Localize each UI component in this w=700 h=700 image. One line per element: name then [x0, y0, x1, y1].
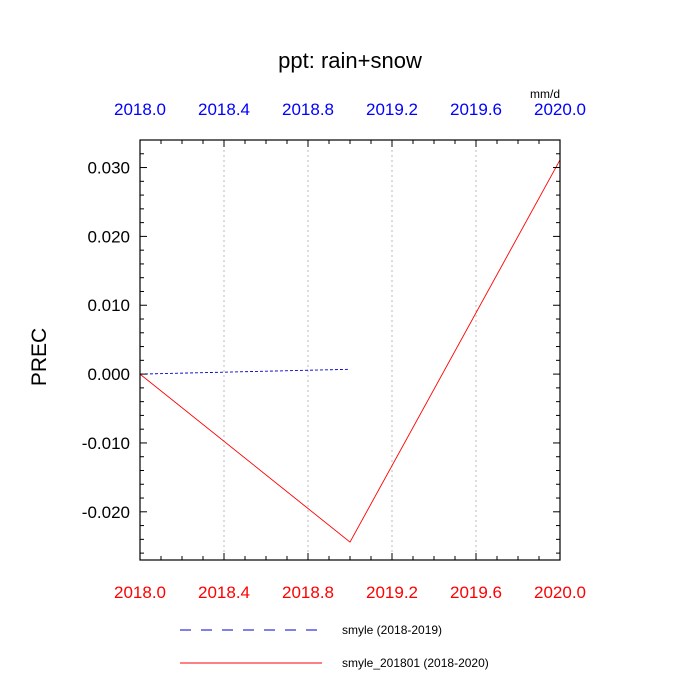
x-tick-label-top: 2019.6 [450, 100, 502, 119]
x-tick-label-top: 2018.8 [282, 100, 334, 119]
x-tick-label-top: 2019.2 [366, 100, 418, 119]
grid-layer [223, 140, 477, 560]
y-tick-label: 0.010 [87, 296, 130, 315]
series-line-2 [139, 159, 561, 543]
x-tick-label-bottom: 2020.0 [534, 583, 586, 602]
tick-layer [139, 139, 561, 560]
x-tick-label-bottom: 2018.0 [114, 583, 166, 602]
x-tick-label-top: 2018.0 [114, 100, 166, 119]
y-axis-label: PREC [28, 328, 51, 386]
series-layer [139, 159, 561, 543]
legend-label-2: smyle_201801 (2018-2020) [342, 656, 489, 670]
series-line-1 [139, 368, 351, 375]
x-tick-label-top: 2018.4 [198, 100, 250, 119]
x-tick-label-top: 2020.0 [534, 100, 586, 119]
y-tick-label: -0.010 [82, 434, 130, 453]
x-tick-label-bottom: 2018.4 [198, 583, 250, 602]
units-label: mm/d [530, 87, 560, 101]
x-tick-label-bottom: 2018.8 [282, 583, 334, 602]
label-layer: 2018.0 2018.0 2018.4 2018.4 2018.8 2018.8 2019… [82, 100, 586, 602]
y-tick-label: 0.030 [87, 159, 130, 178]
x-tick-label-bottom: 2019.2 [366, 583, 418, 602]
y-tick-label: -0.020 [82, 503, 130, 522]
legend: smyle (2018-2019) smyle_201801 (2018-2020… [180, 623, 489, 670]
y-tick-label: 0.000 [87, 365, 130, 384]
y-tick-label: 0.020 [87, 227, 130, 246]
plot-frame [139, 139, 561, 561]
x-tick-label-bottom: 2019.6 [450, 583, 502, 602]
chart-title: ppt: rain+snow [278, 48, 422, 73]
legend-label-1: smyle (2018-2019) [342, 623, 442, 637]
